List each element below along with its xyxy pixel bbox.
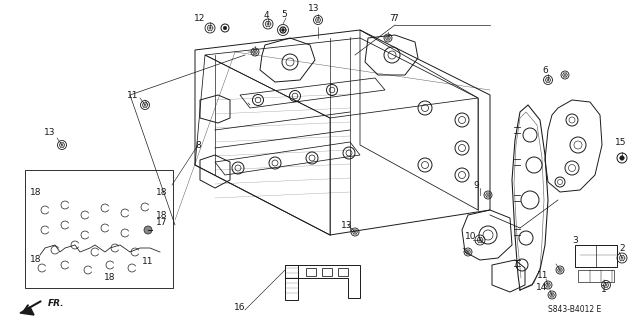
Text: 7: 7 bbox=[392, 13, 398, 22]
Text: 4: 4 bbox=[263, 11, 269, 20]
Text: 14: 14 bbox=[536, 284, 548, 292]
Text: 18: 18 bbox=[104, 274, 116, 283]
Circle shape bbox=[620, 156, 624, 160]
Bar bbox=[322, 268, 332, 276]
Text: 15: 15 bbox=[615, 138, 627, 147]
Text: 17: 17 bbox=[156, 218, 168, 227]
Text: 18: 18 bbox=[156, 188, 168, 196]
Circle shape bbox=[144, 226, 152, 234]
Bar bbox=[306, 268, 316, 276]
Text: 12: 12 bbox=[194, 13, 206, 22]
Circle shape bbox=[282, 29, 284, 31]
Text: 10: 10 bbox=[465, 231, 477, 241]
Polygon shape bbox=[20, 307, 34, 315]
Bar bbox=[575, 245, 617, 267]
Text: 18: 18 bbox=[156, 211, 168, 220]
Text: 11: 11 bbox=[127, 91, 139, 100]
Text: 13: 13 bbox=[44, 127, 56, 137]
Text: 11: 11 bbox=[537, 270, 549, 279]
Text: S843-B4012 E: S843-B4012 E bbox=[548, 306, 601, 315]
Text: 3: 3 bbox=[572, 236, 578, 244]
Text: 7: 7 bbox=[389, 13, 395, 22]
Text: 11: 11 bbox=[142, 258, 154, 267]
Text: 18: 18 bbox=[30, 255, 42, 265]
Bar bbox=[25, 170, 173, 288]
Text: 9: 9 bbox=[473, 180, 479, 189]
Bar bbox=[578, 270, 614, 282]
Text: 1: 1 bbox=[601, 285, 607, 294]
Circle shape bbox=[223, 26, 227, 30]
Text: 13: 13 bbox=[308, 4, 320, 12]
Bar bbox=[338, 268, 348, 276]
Text: 16: 16 bbox=[234, 303, 246, 313]
Text: 13: 13 bbox=[341, 220, 353, 229]
Text: 5: 5 bbox=[281, 10, 287, 19]
Text: 6: 6 bbox=[542, 66, 548, 75]
Text: FR.: FR. bbox=[48, 299, 65, 308]
Text: 2: 2 bbox=[619, 244, 625, 252]
Text: 18: 18 bbox=[30, 188, 42, 196]
Text: 8: 8 bbox=[195, 140, 201, 149]
